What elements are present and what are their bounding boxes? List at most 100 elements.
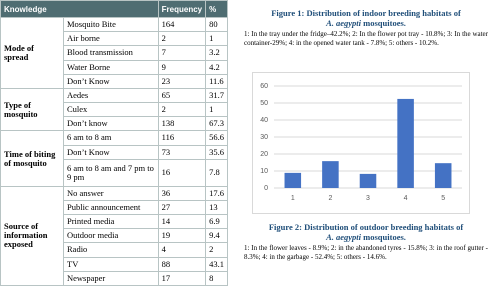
species: A. aegypti: [326, 18, 362, 28]
caption-title: Figure 2: Distribution of outdoor breedi…: [268, 222, 464, 232]
percent: 8: [205, 270, 228, 286]
item: Water Borne: [63, 59, 159, 75]
item: Mosquito Bite: [63, 16, 159, 33]
figure1-caption: Figure 1: Distribution of indoor breedin…: [244, 8, 488, 28]
frequency: 2: [157, 102, 207, 118]
bar: [434, 163, 452, 188]
frequency: 19: [157, 228, 207, 244]
table-row: Outdoor media 19 9.4: [1, 228, 228, 244]
group-label: Type of mosquito: [0, 87, 64, 132]
species: A. aegypti: [326, 232, 362, 242]
frequency: 138: [157, 116, 207, 132]
item: Blood transmission: [63, 45, 159, 61]
chart: 0 10 20 30 40 50 60 1 2 3 4 5: [252, 72, 470, 214]
table-row: Radio 4 2: [1, 242, 228, 258]
header-cell: Knowledge: [0, 0, 159, 18]
caption-title: Figure 1: Distribution of indoor breedin…: [271, 8, 461, 18]
item: Air borne: [63, 31, 159, 47]
figure1-text: 1: In the tray under the fridge–42.2%; 2…: [244, 30, 488, 47]
table-row: Printed media 14 6.9: [1, 213, 228, 230]
percent: 6.9: [205, 213, 228, 230]
item: TV: [63, 256, 159, 272]
y-tick-label: 30: [260, 134, 268, 141]
frequency: 27: [157, 199, 207, 216]
frequency: 16: [157, 158, 207, 187]
table-row: Don’t Know 23 11.6: [1, 73, 228, 89]
knowledge-table: Knowledge Frequency % Mode of spread Mosq…: [0, 0, 228, 286]
table-row: 6 am to 8 am and 7 pm to 9 pm 16 7.8: [1, 158, 228, 187]
item: Culex: [63, 102, 159, 118]
frequency: 7: [157, 45, 207, 61]
table-row: Type of mosquito Aedes 65 31.7: [0, 87, 228, 132]
frequency: 65: [157, 87, 207, 104]
percent: 35.6: [205, 144, 228, 160]
frequency: 164: [157, 16, 207, 33]
table-row: Don’t know 138 67.3: [1, 116, 228, 132]
table-row: TV 88 43.1: [1, 256, 228, 272]
header-cell: Frequency: [157, 0, 207, 18]
percent: 67.3: [205, 116, 228, 132]
y-tick-label: 50: [260, 100, 268, 107]
percent: 7.8: [205, 158, 228, 187]
table-row: Don’t Know 73 35.6: [1, 144, 228, 160]
percent: 13: [205, 199, 228, 216]
x-tick-label: 1: [291, 195, 295, 202]
percent: 11.6: [205, 73, 228, 89]
percent: 17.6: [205, 185, 228, 201]
table-row: Mode of spread Mosquito Bite 164 80: [0, 16, 228, 89]
group-label: Source of information exposed: [0, 185, 64, 286]
bar: [359, 173, 377, 188]
bar: [397, 98, 414, 188]
frequency: 2: [157, 31, 207, 47]
item: Don’t Know: [63, 144, 159, 160]
percent: 4.2: [205, 59, 228, 75]
x-tick-label: 5: [441, 195, 445, 202]
header-cell: %: [205, 0, 228, 18]
group-label: Time of biting of mosquito: [0, 130, 64, 187]
frequency: 14: [157, 213, 207, 230]
item: Newspaper: [63, 270, 159, 286]
caption-suffix: mosquitoes.: [363, 18, 406, 28]
item: Aedes: [63, 87, 159, 104]
percent: 43.1: [205, 256, 228, 272]
x-tick-label: 3: [366, 195, 370, 202]
bar: [284, 172, 302, 188]
frequency: 4: [157, 242, 207, 258]
percent: 56.6: [205, 130, 228, 146]
item: 6 am to 8 am: [63, 130, 159, 146]
frequency: 73: [157, 144, 207, 160]
x-tick-label: 2: [328, 195, 332, 202]
item: Public announcement: [63, 199, 159, 216]
percent: 9.4: [205, 228, 228, 244]
frequency: 88: [157, 256, 207, 272]
y-tick-label: 20: [260, 151, 268, 158]
percent: 2: [205, 242, 228, 258]
frequency: 116: [157, 130, 207, 146]
frequency: 36: [157, 185, 207, 201]
bar: [322, 161, 339, 188]
figure2-text: 1: In the flower leaves - 8.9%; 2: in th…: [244, 244, 488, 261]
item: Radio: [63, 242, 159, 258]
item: Printed media: [63, 213, 159, 230]
percent: 1: [205, 102, 228, 118]
y-tick-label: 0: [264, 185, 268, 192]
item: Outdoor media: [63, 228, 159, 244]
frequency: 9: [157, 59, 207, 75]
table-row: Time of biting of mosquito 6 am to 8 am 11…: [0, 130, 228, 187]
percent: 31.7: [205, 87, 228, 104]
y-tick-label: 10: [260, 168, 268, 175]
table-row: Newspaper 17 8: [1, 270, 228, 286]
group-label: Mode of spread: [0, 17, 64, 89]
frequency: 17: [157, 270, 207, 286]
percent: 1: [205, 31, 228, 47]
chart-frame: [252, 72, 470, 214]
percent: 80: [205, 16, 228, 33]
frequency: 23: [157, 73, 207, 89]
y-tick-label: 60: [260, 83, 268, 90]
item: Don’t know: [63, 116, 159, 132]
header-row: Knowledge Frequency %: [0, 0, 228, 18]
percent: 3.2: [205, 45, 228, 61]
x-tick-label: 4: [404, 195, 408, 202]
table-row: Water Borne 9 4.2: [1, 59, 228, 75]
